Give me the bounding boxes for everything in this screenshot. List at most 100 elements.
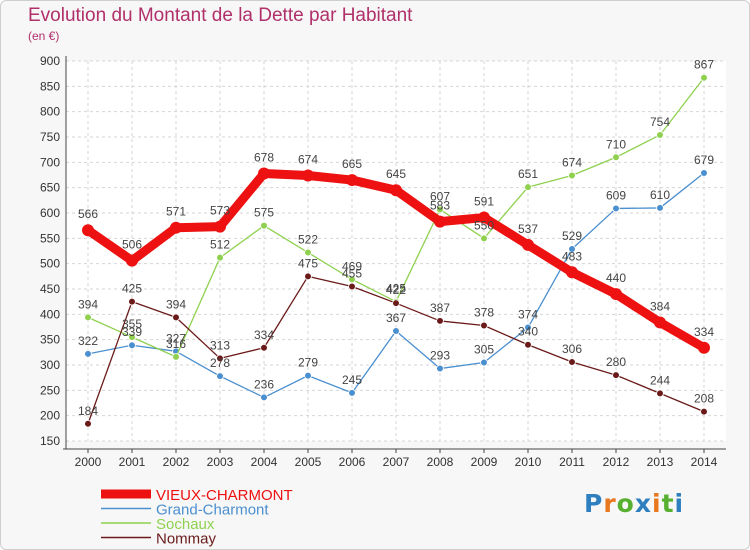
data-label-sochaux: 754 [650, 115, 670, 129]
data-label-vieux-charmont: 566 [78, 207, 98, 221]
data-point-sochaux [128, 333, 136, 341]
legend-label-grand-charmont: Grand-Charmont [156, 502, 269, 519]
data-label-nommay: 378 [474, 305, 494, 319]
logo-letter: i [652, 489, 662, 518]
data-point-sochaux [568, 171, 576, 180]
data-label-vieux-charmont: 674 [298, 153, 318, 167]
data-label-nommay: 244 [650, 373, 670, 387]
data-point-grand-charmont [656, 204, 664, 212]
data-point-vieux-charmont [390, 184, 402, 197]
data-label-grand-charmont: 322 [78, 334, 98, 348]
y-tick-label: 350 [40, 333, 60, 347]
data-point-nommay [656, 389, 664, 398]
logo-letter: P [584, 489, 604, 518]
y-tick-label: 650 [40, 181, 60, 195]
x-tick-label: 2001 [119, 455, 146, 469]
data-point-vieux-charmont [654, 316, 666, 329]
x-tick-label: 2013 [647, 455, 674, 469]
data-label-grand-charmont: 610 [650, 188, 670, 202]
data-label-grand-charmont: 367 [386, 311, 406, 325]
data-label-nommay: 475 [298, 256, 318, 270]
data-label-sochaux: 550 [474, 218, 494, 232]
data-label-sochaux: 710 [606, 137, 626, 151]
x-tick-label: 2009 [471, 455, 498, 469]
data-label-nommay: 455 [342, 266, 362, 280]
data-point-vieux-charmont [258, 167, 270, 180]
data-point-vieux-charmont [566, 266, 578, 279]
data-label-sochaux: 651 [518, 167, 538, 181]
data-point-nommay [304, 272, 312, 281]
data-label-nommay: 306 [562, 342, 582, 356]
data-label-sochaux: 867 [694, 58, 714, 72]
data-point-vieux-charmont [126, 254, 138, 267]
data-point-grand-charmont [348, 389, 356, 397]
y-tick-label: 750 [40, 130, 60, 144]
data-point-grand-charmont [304, 371, 312, 380]
data-label-nommay: 280 [606, 355, 626, 369]
data-point-sochaux [612, 153, 620, 162]
data-label-nommay: 425 [122, 282, 142, 296]
x-tick-label: 2000 [75, 455, 102, 469]
data-point-grand-charmont [84, 350, 92, 358]
x-tick-label: 2011 [559, 455, 585, 469]
data-point-vieux-charmont [82, 224, 94, 237]
data-point-vieux-charmont [346, 174, 358, 187]
data-point-nommay [172, 313, 180, 322]
data-point-sochaux [84, 313, 92, 322]
legend-label-vieux-charmont: VIEUX-CHARMONT [156, 487, 293, 504]
data-label-vieux-charmont: 571 [166, 205, 186, 219]
x-tick-label: 2008 [427, 455, 454, 469]
y-tick-label: 700 [40, 155, 60, 169]
data-point-sochaux [172, 353, 180, 361]
data-point-nommay [612, 371, 620, 379]
x-tick-label: 2004 [251, 455, 278, 469]
data-label-sochaux: 425 [386, 282, 406, 296]
data-point-sochaux [436, 205, 444, 214]
data-label-vieux-charmont: 384 [650, 299, 670, 313]
data-label-vieux-charmont: 645 [386, 167, 406, 181]
data-label-vieux-charmont: 483 [562, 249, 582, 263]
data-label-grand-charmont: 679 [694, 153, 714, 167]
data-label-vieux-charmont: 334 [694, 325, 714, 339]
data-label-sochaux: 522 [298, 233, 318, 247]
data-label-grand-charmont: 236 [254, 377, 274, 391]
y-tick-label: 850 [40, 79, 60, 93]
data-point-sochaux [304, 248, 312, 257]
data-label-sochaux: 512 [210, 238, 230, 252]
data-point-sochaux [656, 131, 664, 139]
data-point-nommay [568, 358, 576, 366]
data-point-nommay [84, 419, 92, 428]
data-label-nommay: 394 [166, 297, 186, 311]
data-label-grand-charmont: 305 [474, 342, 494, 356]
data-label-nommay: 387 [430, 301, 450, 315]
data-label-nommay: 313 [210, 338, 230, 352]
data-point-grand-charmont [612, 204, 620, 213]
data-point-grand-charmont [700, 169, 708, 177]
data-point-grand-charmont [260, 393, 268, 402]
data-label-sochaux: 355 [122, 317, 142, 331]
data-label-vieux-charmont: 537 [518, 222, 538, 236]
data-point-nommay [260, 343, 268, 352]
data-point-nommay [128, 297, 136, 306]
data-label-sochaux: 674 [562, 156, 582, 170]
y-tick-label: 600 [40, 206, 60, 220]
data-point-nommay [480, 321, 488, 330]
data-label-sochaux: 469 [342, 259, 362, 273]
data-point-grand-charmont [216, 372, 224, 380]
data-label-vieux-charmont: 440 [606, 271, 626, 285]
data-point-grand-charmont [128, 341, 136, 350]
data-point-sochaux [700, 73, 708, 82]
logo-letter: t [661, 489, 675, 518]
data-point-nommay [524, 340, 532, 349]
data-point-sochaux [260, 221, 268, 230]
data-point-grand-charmont [436, 364, 444, 373]
data-point-nommay [216, 354, 224, 363]
legend-label-nommay: Nommay [156, 531, 217, 548]
y-tick-label: 150 [40, 434, 60, 448]
proxiti-logo: Proxiti [584, 489, 684, 518]
data-point-grand-charmont [568, 245, 576, 253]
data-point-vieux-charmont [522, 238, 534, 251]
y-tick-label: 400 [40, 307, 60, 321]
